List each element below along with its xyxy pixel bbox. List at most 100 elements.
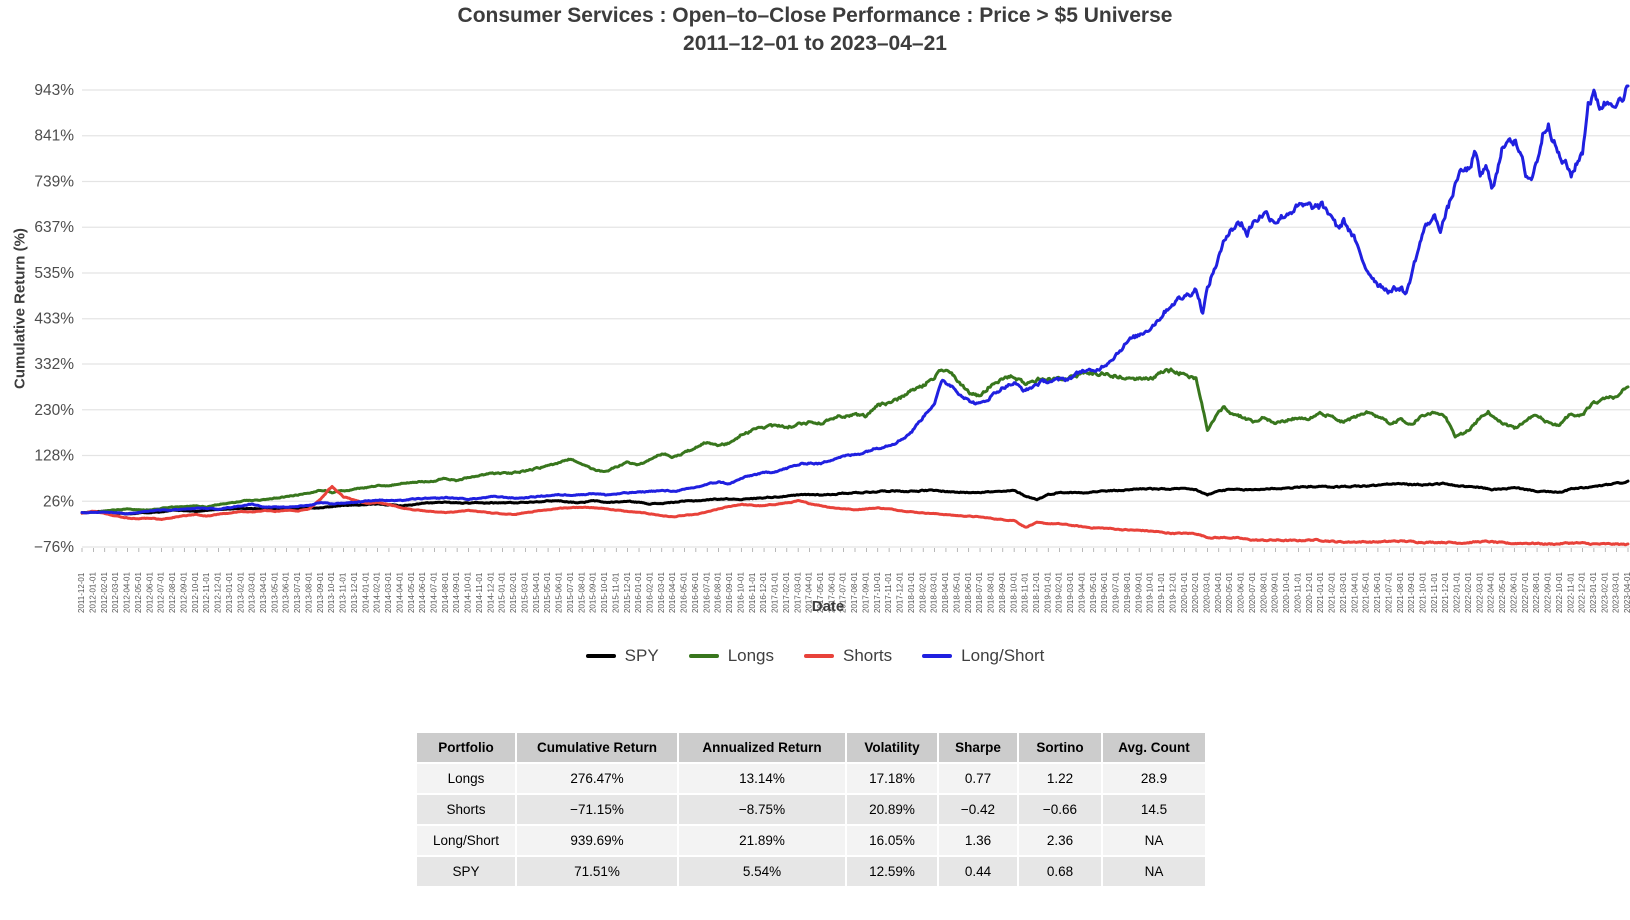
x-tick-label: 2013-12-01 [350,572,359,613]
x-tick-label: 2013-01-01 [225,572,234,613]
y-tick-label: 128% [34,448,74,465]
legend-label-long-short: Long/Short [961,646,1045,665]
x-tick-label: 2019-12-01 [1168,572,1177,613]
x-tick-label: 2014-02-01 [373,572,382,613]
x-tick-label: 2019-05-01 [1089,572,1098,613]
x-tick-label: 2022-09-01 [1544,572,1553,613]
x-tick-label: 2021-09-01 [1407,572,1416,613]
x-tick-label: 2017-10-01 [873,572,882,613]
x-axis-title: Date [812,598,845,615]
x-tick-label: 2018-08-01 [987,572,996,613]
table-cell: SPY [417,857,515,886]
x-tick-label: 2013-07-01 [293,572,302,613]
x-tick-label: 2018-04-01 [941,572,950,613]
table-cell: 20.89% [847,795,937,824]
x-tick-label: 2018-09-01 [998,572,1007,613]
x-tick-label: 2020-12-01 [1305,572,1314,613]
table-cell: −8.75% [679,795,845,824]
x-tick-label: 2014-01-01 [361,572,370,613]
x-tick-label: 2012-01-01 [88,572,97,613]
x-tick-label: 2015-11-01 [611,572,620,613]
x-tick-label: 2015-07-01 [566,572,575,613]
header-portfolio: Portfolio [417,733,515,762]
table-cell: 13.14% [679,764,845,793]
x-tick-label: 2021-11-01 [1430,572,1439,613]
x-tick-label: 2022-04-01 [1487,572,1496,613]
x-tick-label: 2012-08-01 [168,572,177,613]
table-cell: −0.66 [1019,795,1101,824]
x-tick-label: 2012-06-01 [145,572,154,613]
y-tick-label: 637% [34,219,74,236]
table-cell: Shorts [417,795,515,824]
legend-label-longs: Longs [727,646,775,665]
header-annualized-return: Annualized Return [679,733,845,762]
x-tick-label: 2022-03-01 [1475,572,1484,613]
table-cell: 276.47% [517,764,677,793]
x-tick-label: 2016-07-01 [702,572,711,613]
table-cell: 14.5 [1103,795,1205,824]
x-tick-label: 2020-10-01 [1282,572,1291,613]
x-tick-label: 2020-07-01 [1248,572,1257,613]
table-cell: −71.15% [517,795,677,824]
table-row-longs: Longs 276.47% 13.14% 17.18% 0.77 1.22 28… [417,764,1205,793]
x-tick-label: 2015-03-01 [520,572,529,613]
table-cell: Longs [417,764,515,793]
x-tick-label: 2021-10-01 [1418,572,1427,613]
table-cell: 16.05% [847,826,937,855]
x-tick-label: 2013-03-01 [248,572,257,613]
x-tick-label: 2020-11-01 [1293,572,1302,613]
y-tick-label: 26% [43,493,74,510]
x-tick-label: 2013-02-01 [236,572,245,613]
x-tick-label: 2014-12-01 [486,572,495,613]
x-tick-label: 2021-12-01 [1441,572,1450,613]
legend-item-spy: SPY [585,646,659,666]
y-tick-label: 230% [34,402,74,419]
y-tick-label: −76% [34,539,74,556]
table-cell: −0.42 [939,795,1017,824]
table-cell: 21.89% [679,826,845,855]
x-tick-label: 2013-05-01 [270,572,279,613]
x-tick-label: 2022-10-01 [1555,572,1564,613]
x-tick-label: 2012-09-01 [179,572,188,613]
table-cell: 0.77 [939,764,1017,793]
x-tick-label: 2021-02-01 [1328,572,1337,613]
x-tick-label: 2018-11-01 [1021,572,1030,613]
y-tick-label: 739% [34,173,74,190]
x-tick-label: 2022-11-01 [1566,572,1575,613]
chart-title-line1: Consumer Services : Open–to–Close Perfor… [457,4,1173,27]
x-tick-label: 2014-11-01 [475,572,484,613]
x-tick-label: 2019-08-01 [1123,572,1132,613]
x-tick-label: 2020-02-01 [1191,572,1200,613]
x-tick-label: 2018-05-01 [952,572,961,613]
series-line-shorts [80,485,1630,547]
x-tick-label: 2013-04-01 [259,572,268,613]
x-tick-label: 2012-12-01 [214,572,223,613]
x-tick-label: 2015-05-01 [543,572,552,613]
table-cell: 5.54% [679,857,845,886]
x-tick-label: 2016-12-01 [759,572,768,613]
x-tick-label: 2015-02-01 [509,572,518,613]
x-tick-label: 2016-06-01 [691,572,700,613]
x-tick-label: 2022-12-01 [1578,572,1587,613]
x-tick-label: 2020-05-01 [1225,572,1234,613]
legend-label-shorts: Shorts [843,646,893,665]
x-tick-label: 2012-11-01 [202,572,211,613]
x-tick-label: 2022-07-01 [1521,572,1530,613]
x-tick-label: 2014-09-01 [452,572,461,613]
table-cell: 71.51% [517,857,677,886]
chart-legend: SPY Longs Shorts Long/Short [0,646,1630,666]
x-tick-label: 2013-08-01 [304,572,313,613]
x-tick-label: 2016-05-01 [680,572,689,613]
legend-item-long-short: Long/Short [922,646,1044,666]
x-tick-label: 2016-02-01 [645,572,654,613]
chart-title: Consumer Services : Open–to–Close Perfor… [0,2,1630,58]
x-tick-label: 2012-02-01 [100,572,109,613]
legend-item-longs: Longs [688,646,775,666]
x-tick-label: 2016-08-01 [714,572,723,613]
x-tick-label: 2014-03-01 [384,572,393,613]
x-tick-label: 2022-05-01 [1498,572,1507,613]
x-tick-label: 2019-07-01 [1112,572,1121,613]
header-cumulative-return: Cumulative Return [517,733,677,762]
x-tick-label: 2021-01-01 [1316,572,1325,613]
